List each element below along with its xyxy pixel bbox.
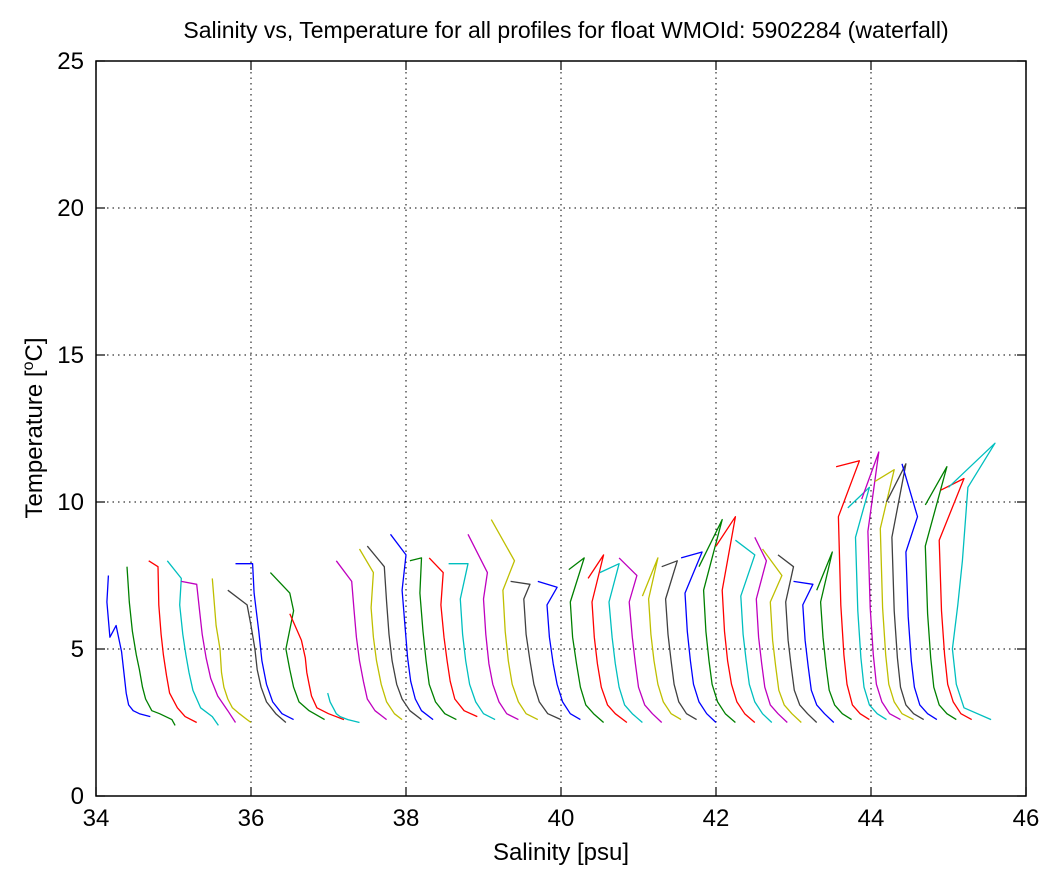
profile-line [735, 539, 773, 723]
profile-line [181, 580, 237, 723]
profile-line [861, 451, 901, 721]
profile-line [641, 557, 682, 721]
profile-line [389, 533, 434, 721]
profile-line [126, 566, 176, 726]
profile-line [166, 560, 219, 726]
profile-line [106, 575, 151, 718]
x-tick-label: 34 [83, 805, 110, 832]
profile-line [924, 466, 957, 721]
profile-line [761, 548, 802, 723]
profile-line [901, 463, 938, 721]
x-tick-label: 36 [238, 805, 265, 832]
profile-line [490, 519, 539, 721]
series-group [106, 442, 996, 726]
y-tick-label: 5 [71, 636, 84, 663]
profile-line [358, 548, 403, 721]
profile-line [618, 557, 663, 723]
profile-line [467, 534, 519, 721]
y-tick-label: 25 [57, 48, 84, 75]
profile-line [289, 613, 345, 721]
profile-line [777, 554, 818, 723]
y-axis-label-sup: o [20, 361, 37, 370]
chart-title: Salinity vs, Temperature for all profile… [183, 17, 948, 43]
profile-line [409, 557, 457, 721]
profile-line [938, 477, 973, 721]
profile-line [327, 692, 360, 724]
x-tick-label: 42 [703, 805, 730, 832]
profile-line [448, 563, 496, 721]
tick-labels: 34 36 38 40 42 44 46 0 5 10 15 20 25 [57, 48, 1039, 832]
profile-line [335, 560, 387, 721]
profile-line [148, 560, 197, 724]
profile-line [793, 580, 835, 723]
profile-line [537, 580, 581, 721]
y-axis-label-end: C] [21, 338, 48, 362]
y-tick-label: 20 [57, 195, 84, 222]
profile-line [235, 563, 294, 721]
profile-line [698, 518, 736, 723]
profile-line [428, 557, 478, 718]
profile-line [211, 578, 252, 724]
profile-line [816, 551, 852, 721]
profile-line [680, 551, 717, 723]
profile-line [835, 460, 870, 721]
y-tick-label: 10 [57, 489, 84, 516]
profile-line [874, 469, 914, 721]
x-tick-label: 46 [1013, 805, 1040, 832]
profile-line [366, 545, 422, 721]
profile-line [754, 537, 788, 723]
profile-line [599, 563, 643, 723]
x-tick-label: 44 [858, 805, 885, 832]
y-tick-label: 15 [57, 342, 84, 369]
x-axis-label: Salinity [psu] [493, 839, 629, 866]
profile-line [510, 580, 562, 721]
profile-line [568, 557, 605, 723]
profile-line [847, 486, 887, 721]
ticks [95, 60, 1027, 797]
y-axis-label: Temperature [oC] [20, 338, 48, 519]
x-tick-label: 38 [393, 805, 420, 832]
profile-line [948, 442, 996, 721]
x-tick-label: 40 [548, 805, 575, 832]
profile-line [661, 560, 697, 721]
y-tick-label: 0 [71, 783, 84, 810]
profile-line [715, 516, 756, 723]
profile-line [269, 572, 325, 721]
profile-line [885, 463, 925, 721]
grid [96, 61, 1026, 796]
y-axis-label-main: Temperature [ [21, 370, 48, 518]
profile-line [587, 554, 628, 724]
profile-line [227, 589, 287, 723]
